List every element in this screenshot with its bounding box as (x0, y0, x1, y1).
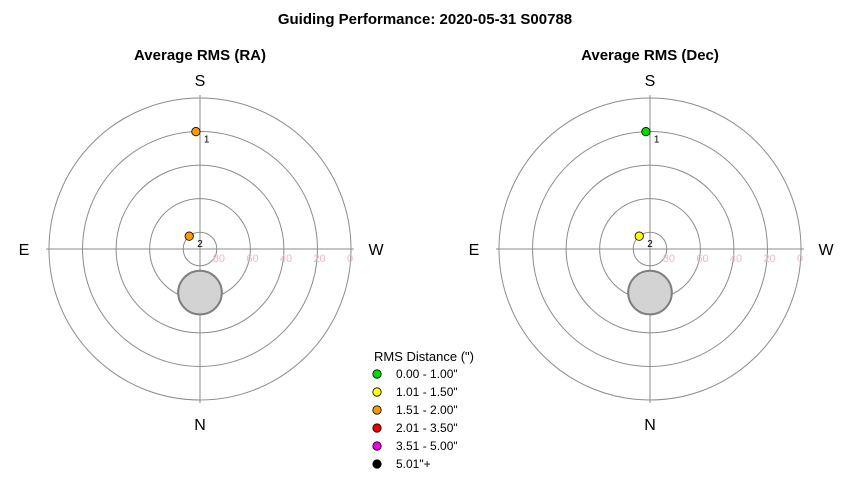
guide-point (634, 231, 644, 241)
panel-title: Average RMS (Dec) (581, 47, 719, 64)
point-label: 2 (647, 239, 653, 250)
legend-entry-label: 1.01 - 1.50" (396, 385, 458, 399)
compass-label-top: S (645, 73, 656, 90)
legend-title: RMS Distance (") (374, 349, 474, 364)
altitude-tick-label: 0 (347, 253, 353, 265)
point-label: 1 (654, 135, 660, 146)
obstruction-disc (177, 269, 223, 316)
legend-entry-label: 0.00 - 1.00" (396, 367, 458, 381)
main-title: Guiding Performance: 2020-05-31 S00788 (278, 11, 572, 28)
altitude-tick-label: 40 (730, 253, 742, 265)
guide-point (191, 127, 201, 137)
compass-label-left: E (469, 242, 480, 259)
altitude-tick-label: 20 (763, 253, 775, 265)
legend-entry-label: 1.51 - 2.00" (396, 403, 458, 417)
legend-swatch (372, 459, 382, 469)
point-label: 2 (197, 239, 203, 250)
guide-point (184, 231, 194, 241)
legend-swatch (372, 387, 382, 397)
legend-swatch (372, 441, 382, 451)
legend-swatch (372, 405, 382, 415)
legend-entry-label: 3.51 - 5.00" (396, 439, 458, 453)
altitude-tick-label: 60 (246, 253, 258, 265)
compass-label-right: W (368, 242, 384, 259)
legend-entry-label: 2.01 - 3.50" (396, 421, 458, 435)
panel-title: Average RMS (RA) (134, 47, 266, 64)
legend-entry-label: 5.01"+ (396, 457, 431, 471)
compass-label-bottom: N (644, 417, 656, 434)
legend: RMS Distance (") 0.00 - 1.00" 1.01 - 1.50"… (372, 349, 474, 471)
compass-label-bottom: N (194, 417, 206, 434)
polar-panel: Average RMS (Dec) 80 60 40 20 0 S N E W 1 2 (469, 47, 835, 434)
altitude-tick-label: 20 (313, 253, 325, 265)
altitude-tick-label: 60 (696, 253, 708, 265)
guide-point (641, 127, 651, 137)
legend-swatch (372, 369, 382, 379)
compass-label-left: E (19, 242, 30, 259)
point-label: 1 (204, 135, 210, 146)
altitude-tick-label: 40 (280, 253, 292, 265)
polar-panel: Average RMS (RA) 80 60 40 20 0 S N E W 1 2 (19, 47, 385, 434)
altitude-tick-label: 80 (213, 253, 225, 265)
altitude-tick-label: 80 (663, 253, 675, 265)
altitude-tick-label: 0 (797, 253, 803, 265)
compass-label-right: W (818, 242, 834, 259)
compass-label-top: S (195, 73, 206, 90)
obstruction-disc (627, 269, 673, 316)
legend-swatch (372, 423, 382, 433)
